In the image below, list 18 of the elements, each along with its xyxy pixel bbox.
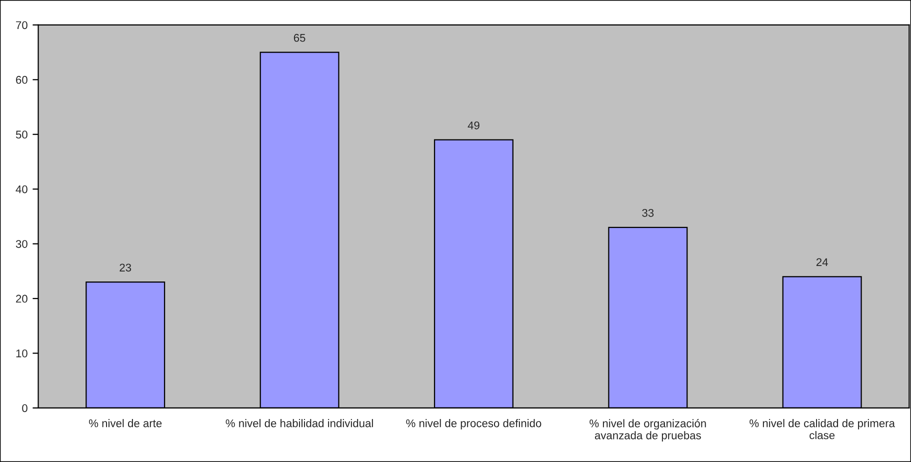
data-label: 24 [816, 258, 828, 266]
x-tick-label: % nivel de arte [89, 419, 162, 428]
x-tick-label: % nivel de calidad de primera clase [750, 419, 895, 440]
y-tick-label: 30 [16, 240, 28, 248]
data-label: 33 [642, 208, 654, 217]
data-label: 23 [120, 264, 132, 272]
x-tick-label: % nivel de habilidad individual [226, 419, 373, 428]
y-tick-label: 70 [16, 21, 28, 30]
x-tick-label: % nivel de proceso definido [406, 419, 542, 430]
data-label: 65 [294, 34, 306, 42]
y-tick-label: 0 [22, 404, 28, 412]
y-tick-label: 40 [16, 185, 28, 194]
y-tick-label: 10 [16, 350, 28, 358]
y-tick-label: 50 [16, 130, 28, 139]
data-label: 49 [468, 121, 480, 130]
x-tick-label: % nivel de organización avanzada de pruebas [590, 419, 706, 442]
y-tick-label: 60 [16, 76, 28, 84]
y-tick-label: 20 [16, 294, 28, 303]
